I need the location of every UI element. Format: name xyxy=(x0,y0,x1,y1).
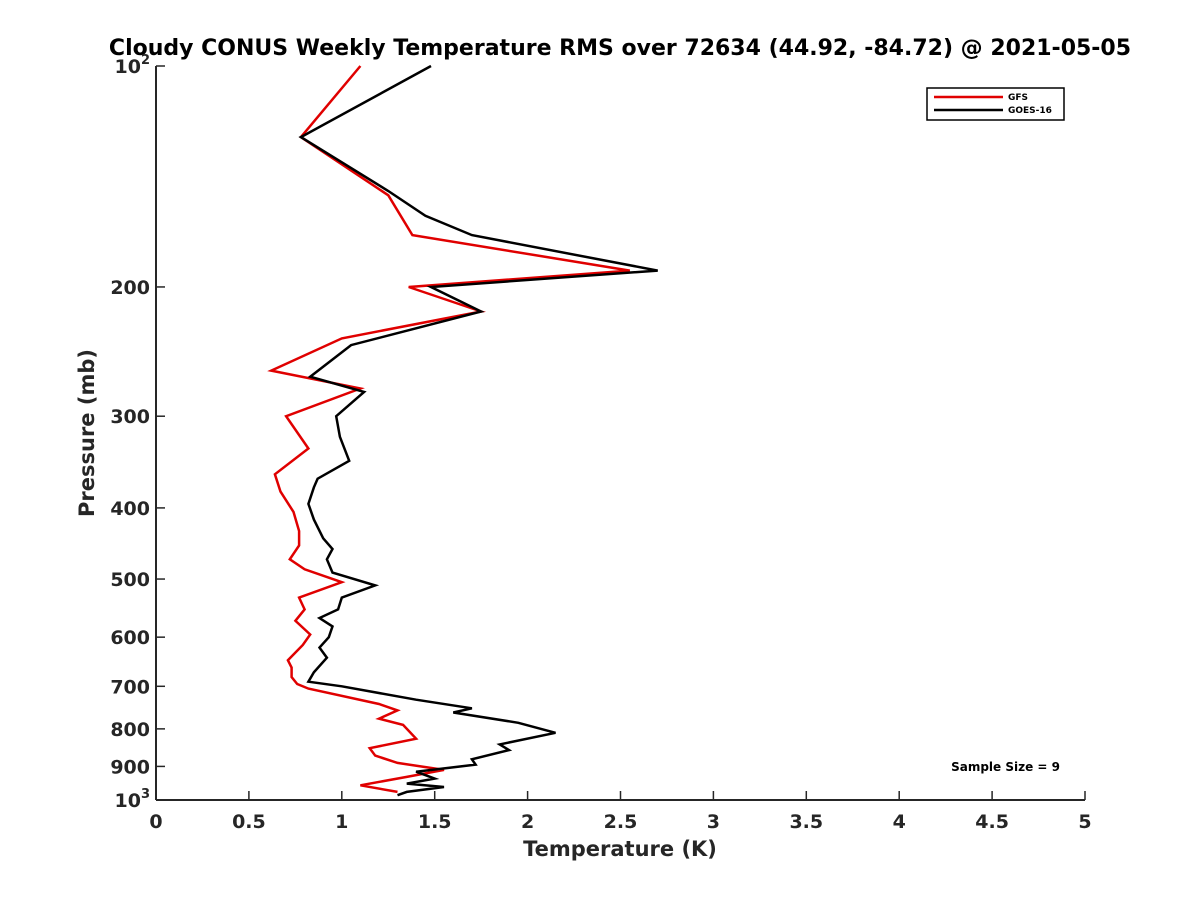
y-tick-exponent: 2 xyxy=(141,53,150,68)
legend-label-goes16: GOES-16 xyxy=(1008,106,1052,116)
series-line-goes-16 xyxy=(298,64,658,797)
y-tick-label: 300 xyxy=(110,406,150,428)
x-tick-label: 1.5 xyxy=(418,811,452,833)
y-tick-label: 600 xyxy=(110,627,150,649)
y-tick-exponent: 3 xyxy=(141,787,150,802)
y-tick-label: 400 xyxy=(110,498,150,520)
y-tick-label: 800 xyxy=(110,719,150,741)
x-tick-label: 2.5 xyxy=(604,811,638,833)
series-line-gfs xyxy=(267,65,631,794)
x-tick-label: 3 xyxy=(707,811,720,833)
y-tick-base: 10 xyxy=(115,56,141,78)
x-axis-title: Temperature (K) xyxy=(523,837,717,861)
legend: GFS GOES-16 xyxy=(926,87,1065,121)
x-tick-label: 4 xyxy=(893,811,906,833)
x-tick-label: 5 xyxy=(1078,811,1091,833)
y-axis-title: Pressure (mb) xyxy=(75,349,99,517)
legend-box xyxy=(926,87,1065,121)
chart-title: Cloudy CONUS Weekly Temperature RMS over… xyxy=(109,36,1131,61)
x-tick-label: 2 xyxy=(521,811,534,833)
y-tick-label: 200 xyxy=(110,277,150,299)
series-group xyxy=(267,64,658,797)
x-tick-label: 0.5 xyxy=(232,811,266,833)
y-tick-label: 102 xyxy=(115,53,151,78)
y-tick-label: 900 xyxy=(110,756,150,778)
sample-size-annotation: Sample Size = 9 xyxy=(951,760,1060,774)
x-tick-label: 1 xyxy=(335,811,348,833)
x-tick-label: 3.5 xyxy=(789,811,823,833)
legend-label-gfs: GFS xyxy=(1008,93,1028,103)
y-tick-base: 10 xyxy=(115,790,141,812)
x-tick-label: 0 xyxy=(149,811,162,833)
y-tick-label: 500 xyxy=(110,569,150,591)
x-tick-label: 4.5 xyxy=(975,811,1009,833)
y-tick-label: 103 xyxy=(115,787,151,812)
y-tick-label: 700 xyxy=(110,676,150,698)
x-axis-ticks: 0 0.5 1 1.5 2 2.5 3 3.5 4 4.5 5 xyxy=(149,791,1092,833)
